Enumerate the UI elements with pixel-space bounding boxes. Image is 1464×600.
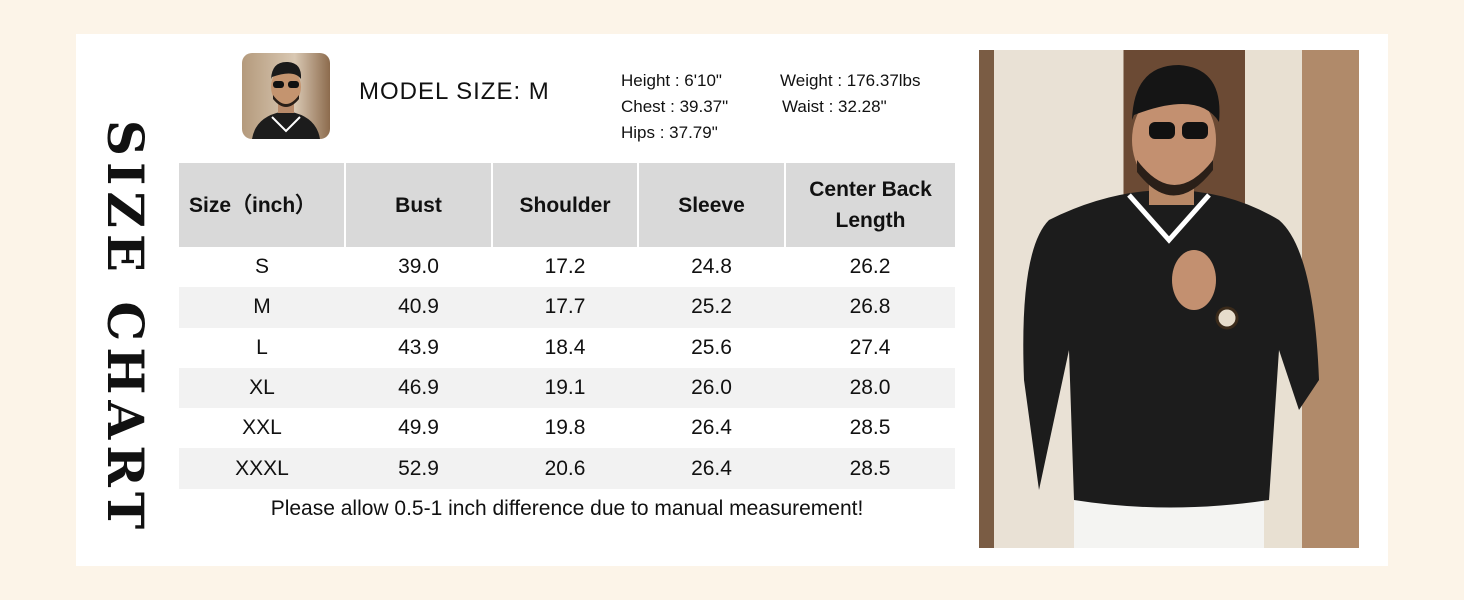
size-chart-title: SIZE CHART (96, 118, 156, 536)
cell-sleeve: 25.6 (691, 335, 732, 359)
cell-bust: 46.9 (345, 367, 492, 409)
model-chest: Chest : 39.37" (621, 97, 729, 116)
cell-shoulder: 18.4 (544, 335, 586, 359)
cell-sleeve: 24.8 (691, 255, 732, 279)
cell-bust: 43.9 (398, 335, 439, 359)
cell-size: L (256, 335, 268, 359)
header-sleeve: Sleeve (637, 163, 785, 247)
model-height: Height : 6'10" (621, 71, 722, 90)
size-table: Size（inch） Bust Shoulder Sleeve Center B… (179, 163, 955, 489)
cell-sleeve: 26.0 (638, 367, 785, 409)
cell-bust: 52.9 (345, 448, 492, 489)
cell-shoulder: 17.2 (544, 255, 586, 279)
cell-shoulder: 19.1 (492, 367, 638, 409)
header-center-back-length: Center Back Length (784, 163, 955, 247)
cell-shoulder: 17.7 (492, 287, 638, 328)
cell-shoulder: 20.6 (492, 448, 638, 489)
cell-sleeve: 26.4 (638, 448, 785, 489)
cell-size: XXXL (179, 448, 345, 489)
cell-center-back-length: 27.4 (849, 335, 891, 359)
cell-center-back-length: 28.5 (785, 448, 955, 489)
table-row: S 39.0 17.2 24.8 26.2 (179, 247, 955, 287)
table-header-row: Size（inch） Bust Shoulder Sleeve Center B… (179, 163, 955, 247)
measurement-note: Please allow 0.5-1 inch difference due t… (270, 497, 864, 520)
model-photo (979, 50, 1359, 548)
table-row: L 43.9 18.4 25.6 27.4 (179, 328, 955, 368)
table-row: M 40.9 17.7 25.2 26.8 (179, 287, 955, 328)
cell-sleeve: 26.4 (691, 416, 732, 440)
model-size-label: MODEL SIZE: M (359, 78, 550, 105)
model-weight: Weight : 176.37lbs (780, 71, 921, 90)
model-waist: Waist : 32.28" (782, 97, 887, 116)
cell-size: M (179, 287, 345, 328)
cell-bust: 39.0 (398, 255, 439, 279)
cell-shoulder: 19.8 (544, 416, 586, 440)
cell-size: S (254, 255, 269, 279)
table-row: XL 46.9 19.1 26.0 28.0 (179, 367, 955, 409)
header-size: Size（inch） (179, 163, 345, 247)
table-row: XXXL 52.9 20.6 26.4 28.5 (179, 448, 955, 489)
header-shoulder: Shoulder (491, 163, 638, 247)
cell-bust: 49.9 (398, 416, 439, 440)
cell-center-back-length: 26.8 (785, 287, 955, 328)
cell-sleeve: 25.2 (638, 287, 785, 328)
table-row: XXL 49.9 19.8 26.4 28.5 (179, 408, 955, 448)
cell-center-back-length: 28.5 (849, 416, 891, 440)
header-bust: Bust (344, 163, 492, 247)
cell-size: XXL (242, 416, 282, 440)
title-text: SIZE CHART (96, 119, 156, 535)
model-hips: Hips : 37.79" (621, 123, 718, 142)
cell-center-back-length: 26.2 (849, 255, 891, 279)
cell-center-back-length: 28.0 (785, 367, 955, 409)
cell-size: XL (179, 367, 345, 409)
cell-bust: 40.9 (345, 287, 492, 328)
model-thumbnail (242, 53, 330, 139)
